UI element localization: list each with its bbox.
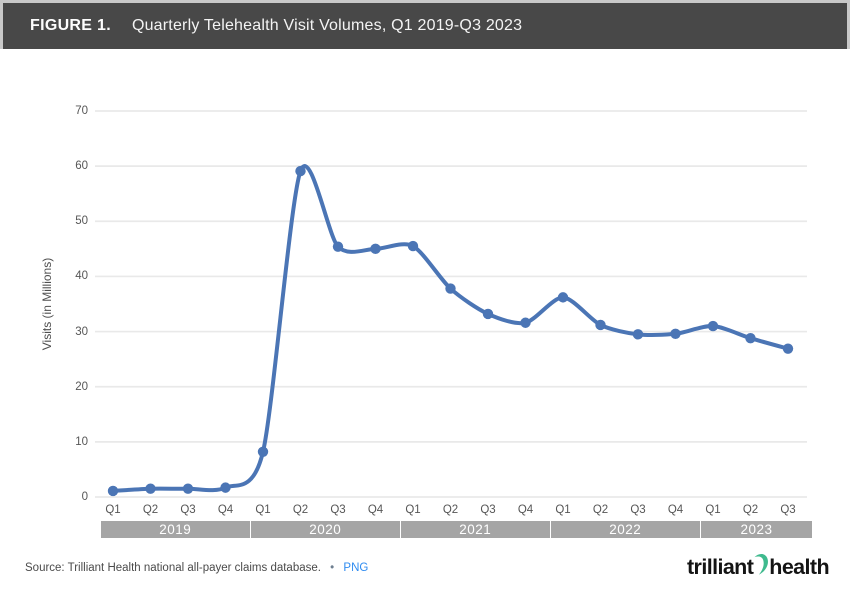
y-tick-label-40: 40 bbox=[75, 270, 88, 283]
source-line: Source: Trilliant Health national all-pa… bbox=[25, 562, 368, 574]
x-tick-label-2023-q3: Q3 bbox=[780, 504, 796, 516]
data-point-2022-q1 bbox=[557, 292, 569, 303]
figure-number-label: FIGURE 1. bbox=[30, 17, 111, 34]
separator-dot: • bbox=[330, 562, 335, 574]
data-point-2020-q4 bbox=[370, 243, 381, 255]
x-tick-label-2020-q4: Q4 bbox=[367, 504, 384, 516]
data-point-2022-q4 bbox=[670, 328, 681, 339]
data-point-2022-q3 bbox=[632, 329, 644, 340]
x-tick-label-2020-q3: Q3 bbox=[330, 504, 346, 516]
trilliant-health-logo: trilliant health bbox=[687, 551, 830, 583]
y-tick-label-0: 0 bbox=[81, 491, 88, 503]
data-point-2019-q2 bbox=[145, 483, 156, 494]
data-point-2023-q1 bbox=[707, 320, 719, 332]
year-band-2021: 2021 bbox=[401, 521, 550, 538]
figure-title: Quarterly Telehealth Visit Volumes, Q1 2… bbox=[131, 17, 523, 34]
x-tick-label-2019-q1: Q1 bbox=[105, 504, 121, 516]
y-axis-title: Visits (in Millions) bbox=[40, 257, 54, 351]
logo-word-trilliant: trilliant bbox=[687, 554, 754, 579]
data-point-2019-q4 bbox=[220, 482, 231, 493]
x-tick-label-2021-q4: Q4 bbox=[517, 504, 534, 516]
data-point-2021-q4 bbox=[520, 317, 531, 328]
data-point-2021-q1 bbox=[407, 240, 419, 252]
y-tick-label-30: 30 bbox=[75, 325, 88, 338]
x-tick-label-2021-q3: Q3 bbox=[480, 504, 496, 516]
x-tick-label-2020-q2: Q2 bbox=[292, 504, 309, 516]
year-band-2022: 2022 bbox=[551, 521, 700, 538]
x-tick-label-2023-q2: Q2 bbox=[742, 504, 759, 516]
y-tick-label-20: 20 bbox=[75, 380, 88, 393]
x-tick-label-2019-q2: Q2 bbox=[142, 504, 159, 516]
x-tick-label-2019-q3: Q3 bbox=[180, 504, 196, 516]
year-band-2019: 2019 bbox=[101, 521, 250, 538]
data-point-2019-q1 bbox=[107, 485, 119, 497]
x-tick-label-2019-q4: Q4 bbox=[217, 504, 234, 516]
data-point-2023-q2 bbox=[745, 332, 756, 344]
year-band-2023: 2023 bbox=[701, 521, 812, 538]
data-point-2021-q3 bbox=[482, 308, 494, 320]
data-point-2019-q3 bbox=[182, 483, 194, 494]
y-tick-label-50: 50 bbox=[75, 215, 88, 228]
x-tick-label-2021-q1: Q1 bbox=[405, 504, 421, 516]
data-point-2020-q2 bbox=[295, 165, 306, 177]
source-text: Source: Trilliant Health national all-pa… bbox=[25, 562, 321, 574]
y-tick-label-10: 10 bbox=[75, 435, 88, 448]
x-tick-label-2022-q4: Q4 bbox=[667, 504, 684, 516]
logo-swoosh-icon bbox=[754, 553, 769, 575]
data-point-2021-q2 bbox=[445, 283, 456, 294]
x-tick-label-2022-q1: Q1 bbox=[555, 504, 571, 516]
data-point-2023-q3 bbox=[782, 343, 794, 354]
x-tick-label-2022-q3: Q3 bbox=[630, 504, 646, 516]
data-point-2020-q1 bbox=[257, 446, 269, 457]
x-tick-label-2021-q2: Q2 bbox=[442, 504, 459, 516]
data-point-2020-q3 bbox=[332, 241, 344, 252]
y-tick-label-60: 60 bbox=[75, 160, 88, 173]
data-point-2022-q2 bbox=[595, 319, 606, 331]
figure-header: FIGURE 1. Quarterly Telehealth Visit Vol… bbox=[0, 0, 850, 49]
png-download-link[interactable]: PNG bbox=[343, 562, 369, 574]
year-band-2020: 2020 bbox=[251, 521, 400, 538]
y-tick-label-70: 70 bbox=[75, 105, 88, 117]
x-tick-label-2022-q2: Q2 bbox=[592, 504, 609, 516]
x-tick-label-2020-q1: Q1 bbox=[255, 504, 271, 516]
logo-word-health: health bbox=[769, 554, 829, 579]
x-tick-label-2023-q1: Q1 bbox=[705, 504, 721, 516]
